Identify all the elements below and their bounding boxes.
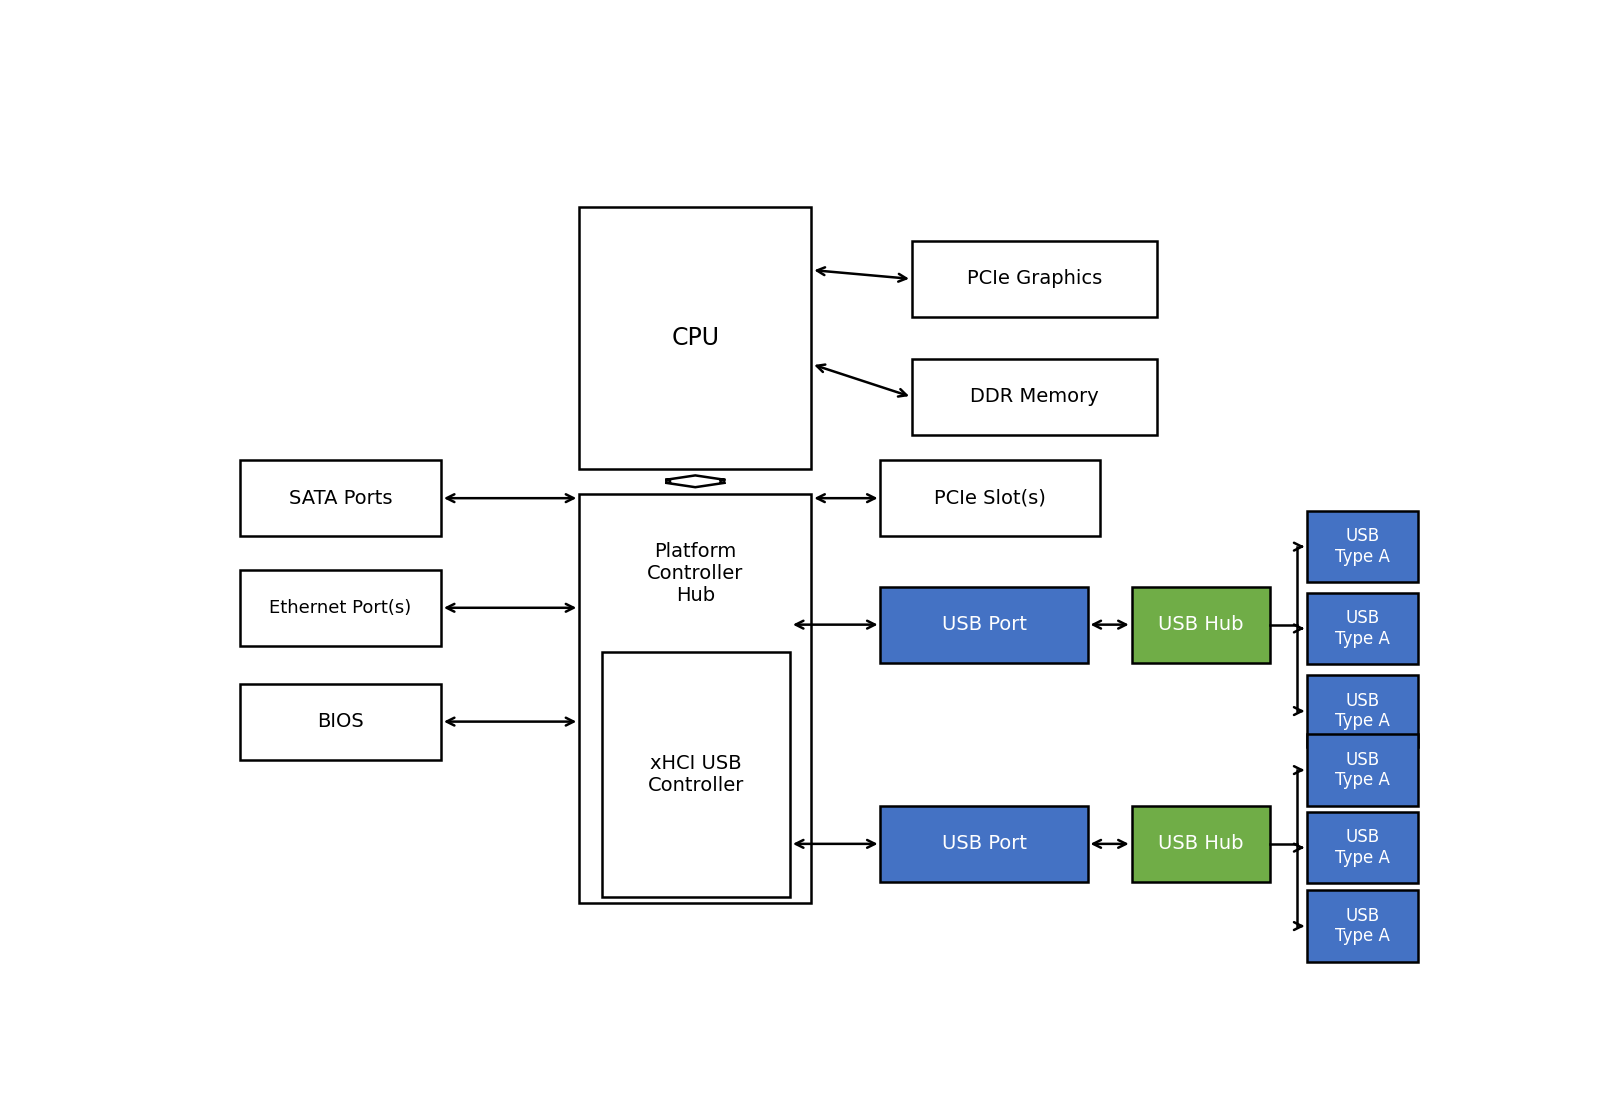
Text: USB
Type A: USB Type A	[1335, 609, 1390, 648]
Text: USB
Type A: USB Type A	[1335, 907, 1390, 945]
Text: USB Port: USB Port	[941, 615, 1027, 634]
Text: SATA Ports: SATA Ports	[288, 488, 392, 508]
Text: CPU: CPU	[671, 326, 719, 350]
Bar	[240, 569, 441, 646]
Text: USB Port: USB Port	[941, 834, 1027, 853]
Bar	[580, 494, 812, 903]
Text: Platform
Controller
Hub: Platform Controller Hub	[646, 542, 744, 604]
Text: PCIe Slot(s): PCIe Slot(s)	[935, 488, 1047, 508]
Bar	[601, 653, 791, 897]
Text: BIOS: BIOS	[318, 712, 365, 731]
Bar	[1307, 510, 1418, 583]
Text: USB
Type A: USB Type A	[1335, 692, 1390, 730]
Text: USB
Type A: USB Type A	[1335, 751, 1390, 789]
Text: USB
Type A: USB Type A	[1335, 528, 1390, 566]
Bar	[1131, 587, 1270, 662]
Text: xHCI USB
Controller: xHCI USB Controller	[648, 754, 744, 795]
Text: USB Hub: USB Hub	[1158, 615, 1244, 634]
Bar	[1307, 676, 1418, 747]
Bar	[912, 359, 1157, 435]
Bar	[580, 207, 812, 469]
Bar	[1307, 592, 1418, 665]
Bar	[881, 806, 1087, 881]
Text: PCIe Graphics: PCIe Graphics	[967, 269, 1102, 288]
Text: DDR Memory: DDR Memory	[970, 388, 1098, 406]
Bar	[912, 241, 1157, 316]
Bar	[1307, 811, 1418, 884]
Bar	[1307, 890, 1418, 961]
Bar	[1307, 735, 1418, 806]
Bar	[1131, 806, 1270, 881]
Text: USB
Type A: USB Type A	[1335, 828, 1390, 867]
Bar	[240, 683, 441, 760]
Text: USB Hub: USB Hub	[1158, 834, 1244, 853]
Polygon shape	[666, 475, 726, 487]
Bar	[881, 587, 1087, 662]
Bar	[881, 460, 1100, 537]
Text: Ethernet Port(s): Ethernet Port(s)	[269, 599, 411, 616]
Bar	[240, 460, 441, 537]
